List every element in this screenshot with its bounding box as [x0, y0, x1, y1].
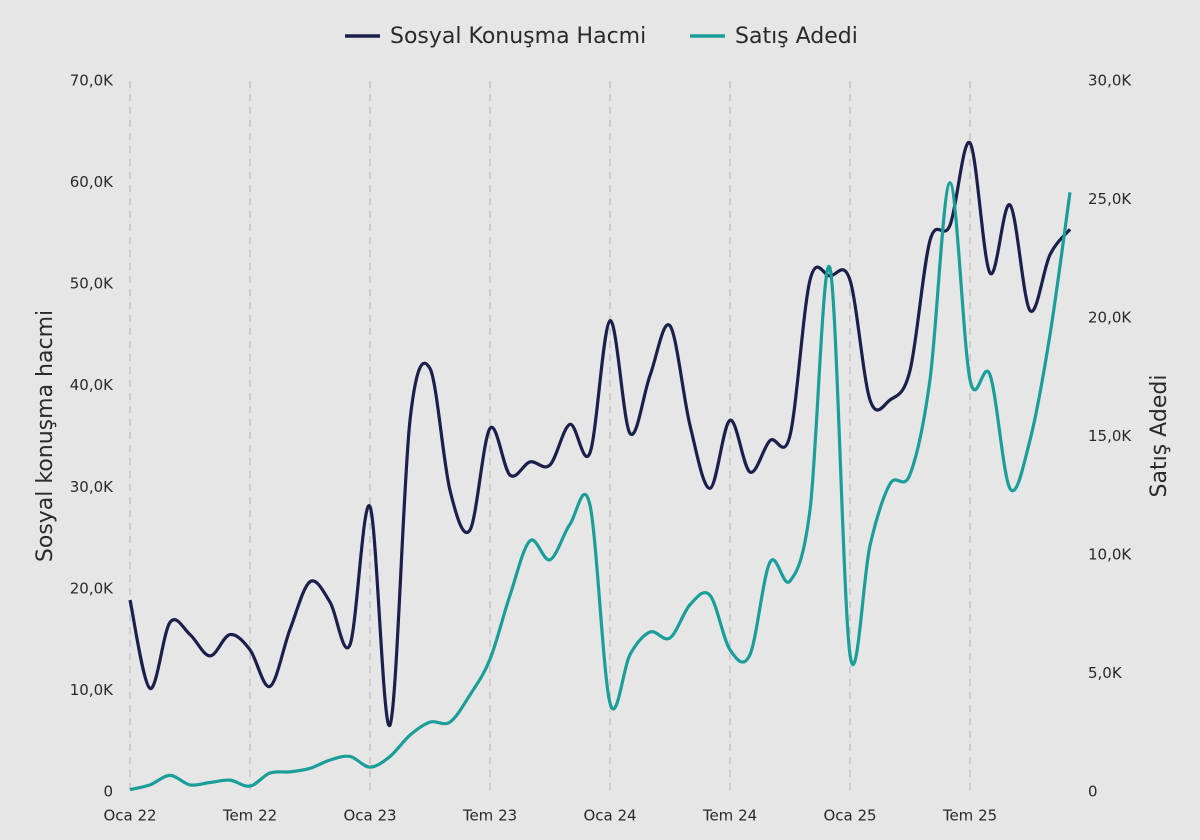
y-tick-label: 50,0K [70, 275, 114, 293]
x-tick-label: Tem 24 [702, 807, 757, 825]
x-tick-label: Tem 25 [942, 807, 997, 825]
series-line [128, 141, 1072, 727]
x-tick-label: Oca 25 [823, 807, 876, 825]
x-tick-label: Tem 22 [222, 807, 277, 825]
y-tick-label: 30,0K [70, 478, 114, 496]
y2-tick-label: 25,0K [1088, 190, 1132, 208]
legend-text: Sosyal Konuşma Hacmi [390, 24, 646, 49]
y2-tick-label: 30,0K [1088, 72, 1132, 90]
y2-tick-label: 5,0K [1088, 664, 1123, 682]
x-tick-label: Tem 23 [462, 807, 517, 825]
x-tick-label: Oca 22 [103, 807, 156, 825]
y-tick-label: 70,0K [70, 72, 114, 90]
y2-tick-label: 0 [1088, 783, 1098, 801]
y2-tick-label: 10,0K [1088, 546, 1132, 564]
y-tick-label: 20,0K [70, 579, 114, 597]
y-axis-title: Sosyal konuşma hacmi [33, 310, 58, 562]
y-tick-label: 40,0K [70, 376, 114, 394]
x-tick-label: Oca 23 [343, 807, 396, 825]
y-tick-label: 10,0K [70, 681, 114, 699]
x-tick-label: Oca 24 [583, 807, 636, 825]
y2-axis-title: Satış Adedi [1147, 375, 1172, 498]
series-line [129, 181, 1072, 792]
y2-tick-label: 15,0K [1088, 427, 1132, 445]
legend-text: Satış Adedi [735, 24, 858, 49]
y2-tick-label: 20,0K [1088, 309, 1132, 327]
y-tick-label: 0 [103, 783, 113, 801]
y-tick-label: 60,0K [70, 173, 114, 191]
